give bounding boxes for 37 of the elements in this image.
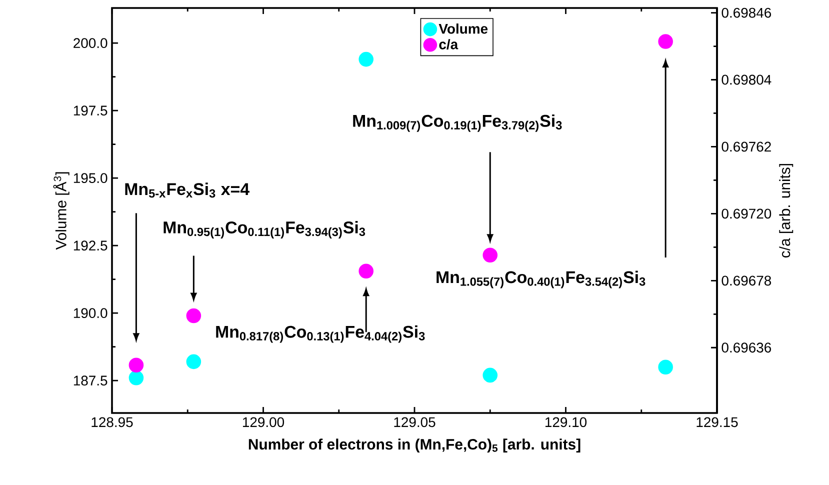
x-tick-label: 129.15 <box>696 417 738 428</box>
y-tick-label: 200.0 <box>74 38 108 48</box>
point <box>128 370 144 386</box>
point <box>482 248 498 263</box>
y2-tick-label: 0.69762 <box>722 142 771 152</box>
annotation: Mn$_{1.055(7)}$Co$_{0.40(1)}$Fe$_{3.54(2)}$Si$_{3}$ <box>436 270 646 288</box>
y-tick-label: 187.5 <box>74 376 108 386</box>
y-tick-label: 192.5 <box>74 240 108 251</box>
annotation: Mn$_{0.95(1)}$Co$_{0.11(1)}$Fe$_{3.94(3)}$Si$_{3}$ <box>164 221 366 238</box>
point <box>658 360 673 374</box>
legend-label: Volume <box>438 23 488 34</box>
y2-tick-label: 0.69636 <box>722 342 772 353</box>
annotation: Mn$_{5-x}$Fe$_{x}$Si$_{3}$ x=4 <box>125 182 250 198</box>
x-tick-label: 129.10 <box>545 417 587 428</box>
y2-tick-label: 0.69720 <box>722 208 772 219</box>
y2-tick-label: 0.69804 <box>722 74 772 85</box>
x-tick-label: 129.00 <box>242 417 284 428</box>
point <box>482 368 498 383</box>
y2-tick-label: 0.69846 <box>722 8 772 18</box>
x-axis-title: Number of electrons in (Mn,Fe,Co)$_{5}$ [arb. units] <box>248 438 580 453</box>
point <box>358 264 374 278</box>
y2-axis-title: c/a [arb. units] <box>779 164 794 258</box>
point <box>358 52 374 67</box>
y-tick-label: 197.5 <box>74 106 108 116</box>
legend-label: c/a <box>439 39 458 50</box>
y-tick-label: 195.0 <box>74 173 108 184</box>
y-axis-title: Volume [Å$^{3}$] <box>53 172 70 250</box>
annotation: Mn$_{1.009(7)}$Co$_{0.19(1)}$Fe$_{3.79(2)}$Si$_{3}$ <box>353 114 562 132</box>
x-tick-label: 129.05 <box>394 417 436 428</box>
point <box>658 34 673 49</box>
annotation: Mn$_{0.817(8)}$Co$_{0.13(1)}$Fe$_{4.04(2)}$Si$_{3}$ <box>216 325 425 343</box>
y2-tick-label: 0.69678 <box>722 276 772 286</box>
point <box>186 354 202 370</box>
y-tick-label: 190.0 <box>74 308 108 318</box>
x-tick-label: 128.95 <box>92 417 133 428</box>
point <box>128 358 144 373</box>
point <box>186 308 202 324</box>
